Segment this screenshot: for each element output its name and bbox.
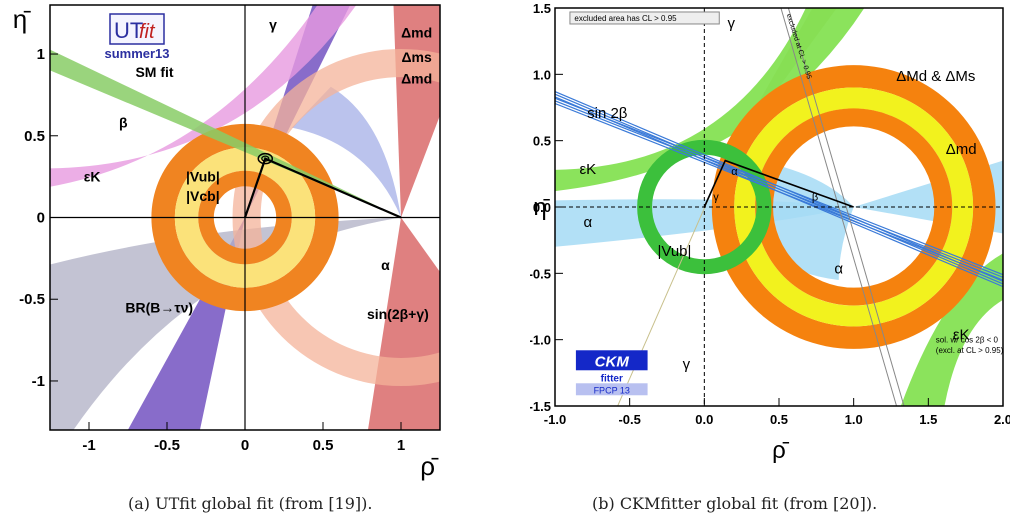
y-tick-label: 1.0	[533, 67, 551, 82]
br-ring-inner	[174, 147, 316, 288]
annotation: BR(B→τν)	[125, 299, 193, 315]
annotation: γ	[269, 17, 277, 33]
x-tick-label: 0.5	[770, 412, 788, 427]
ckm-logo-tagbox	[575, 383, 648, 396]
x-tick-label: 0.0	[695, 412, 713, 427]
utfit-logo-ut: UT	[114, 18, 143, 43]
utfit-logo-fit: fit	[139, 21, 156, 43]
y-tick-label: -1	[32, 373, 45, 390]
sin2beta-line	[555, 100, 1003, 278]
epsk-band-lower	[900, 253, 1003, 406]
annotation: β	[119, 115, 128, 131]
y-tick-label: 0.5	[533, 134, 551, 149]
fit-contour	[257, 152, 274, 165]
annotation: εK	[580, 161, 597, 178]
triangle-beta: β	[812, 191, 818, 203]
legend-box	[569, 11, 720, 25]
x-axis-label: ρ̄	[772, 437, 790, 464]
y-tick-label: -0.5	[19, 291, 45, 308]
note2: (excl. at CL > 0.95)	[936, 346, 1004, 355]
x-tick-label: 0	[241, 437, 249, 454]
x-tick-label: 1	[397, 437, 405, 454]
epsk-band	[50, 5, 357, 187]
annotation: εK	[84, 169, 101, 185]
y-tick-label: 0.0	[533, 200, 551, 215]
alpha-band-left	[50, 217, 401, 430]
plot-area	[555, 8, 1003, 406]
x-tick-label: 2.0	[994, 412, 1010, 427]
ckm-logo-tag: FPCP 13	[594, 385, 630, 395]
x-tick-label: -0.5	[618, 412, 640, 427]
x-tick-label: -1.0	[544, 412, 566, 427]
ckm-logo-top: CKM	[595, 353, 630, 370]
beta-band	[50, 49, 401, 218]
y-tick-label: 1.5	[533, 1, 551, 16]
sin2beta-line	[555, 102, 1003, 281]
ut-triangle	[703, 159, 854, 208]
annotation: γ	[683, 356, 691, 373]
utfit-logo-box	[109, 13, 165, 45]
annotation: α	[381, 257, 390, 273]
y-tick-label: -0.5	[530, 266, 551, 281]
y-tick-label: 1	[37, 46, 45, 63]
ckm-logo-box	[575, 350, 648, 371]
annotation: |Vub|	[657, 243, 691, 260]
annotation: ΔMd & ΔMs	[896, 68, 975, 85]
y-tick-label: -1.5	[530, 399, 551, 414]
annotation: sin 2β	[587, 105, 628, 122]
y-axis-label: η̄	[13, 4, 31, 34]
x-tick-label: -1	[82, 437, 95, 454]
ckm-logo-sub: fitter	[601, 373, 623, 384]
utfit-chart: -1 -0.5 0 0.5 1 -1 -0.5 0 0.5 1 ρ̄ η̄ UTfit summer13 S…	[13, 4, 441, 481]
x-tick-label: 0.5	[313, 437, 334, 454]
annotation: α	[584, 214, 593, 231]
x-tick-label: 1.0	[845, 412, 863, 427]
note1: sol. w/ cos 2β < 0	[936, 335, 999, 344]
epsk-band-upper	[555, 8, 865, 192]
plot-area	[50, 5, 440, 430]
annotation: SM fit	[135, 64, 173, 80]
y-tick-label: -1.0	[530, 333, 551, 348]
ckmfitter-chart: αβγ-1.0 -0.5 0.0 0.5 1.0 1.5 2.0-1.5-1.0-0.50.…	[530, 1, 1010, 464]
annotation: γ	[727, 15, 735, 32]
x-axis-label: ρ̄	[420, 451, 439, 481]
triangle-gamma: γ	[713, 191, 719, 203]
dmd-band-lower	[367, 217, 440, 430]
annotation: Δms	[401, 49, 432, 65]
y-tick-label: 0	[37, 210, 45, 227]
annotation: α	[834, 260, 843, 277]
ut-triangle	[243, 157, 402, 219]
x-tick-label: -0.5	[154, 437, 180, 454]
caption-b: (b) CKMfitter global fit (from [20]).	[592, 494, 878, 513]
alpha-band-right	[291, 86, 401, 218]
annotation: sin(2β+γ)	[367, 306, 429, 322]
annotation: Δmd	[401, 70, 432, 86]
caption-a: (a) UTfit global fit (from [19]).	[128, 494, 373, 513]
utfit-logo-sub: summer13	[104, 46, 169, 61]
triangle-alpha: α	[731, 166, 738, 178]
legend-text: excluded area has CL > 0.95	[574, 14, 677, 23]
annotation: Δmd	[946, 141, 977, 158]
y-axis-label: η̄	[533, 194, 550, 221]
annotation: εK	[953, 327, 970, 344]
y-tick-label: 0.5	[24, 128, 45, 145]
annotation: |Vcb|	[186, 188, 220, 204]
sin2beta-line	[555, 97, 1003, 276]
annotation: |Vub|	[186, 169, 220, 185]
annotation: Δmd	[401, 25, 432, 41]
excluded-line	[787, 8, 905, 406]
vub-ring	[198, 170, 292, 265]
fit-contour-inner	[261, 155, 270, 162]
x-tick-label: 1.5	[919, 412, 937, 427]
